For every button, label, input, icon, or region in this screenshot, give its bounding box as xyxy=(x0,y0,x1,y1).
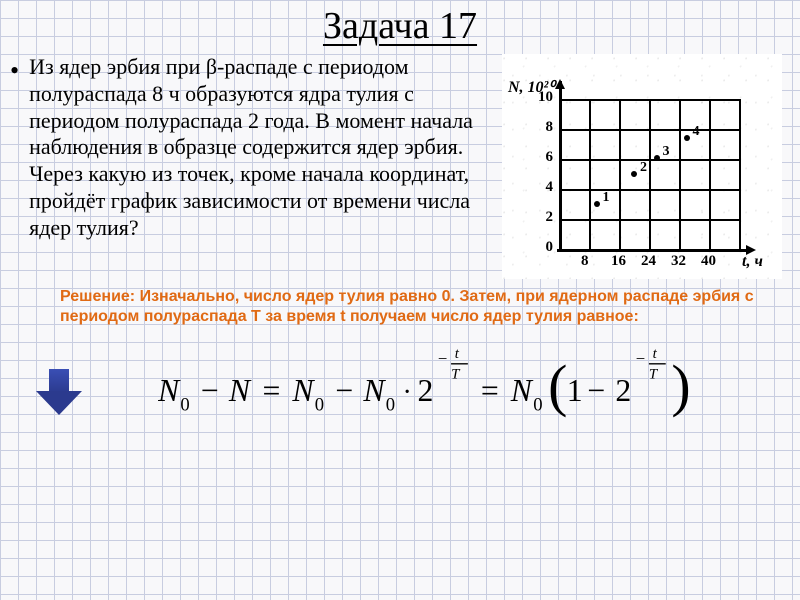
svg-text:2: 2 xyxy=(417,373,433,408)
y-tick-label: 2 xyxy=(546,209,554,226)
y-tick-label: 0 xyxy=(546,239,554,256)
svg-text:N: N xyxy=(158,373,181,408)
chart-point-label: 1 xyxy=(603,190,610,206)
svg-text:−: − xyxy=(438,349,447,368)
x-tick-label: 40 xyxy=(701,253,716,270)
chart-container: 0246810816243240N, 10²⁰t, ч1234 xyxy=(502,54,782,279)
chart-point xyxy=(684,135,690,141)
svg-text:): ) xyxy=(671,353,690,418)
x-tick-label: 16 xyxy=(611,253,626,270)
bullet-icon: • xyxy=(10,58,19,84)
grid-h xyxy=(559,189,739,191)
svg-text:0: 0 xyxy=(386,394,395,415)
grid-v xyxy=(679,99,681,249)
svg-text:−: − xyxy=(201,373,219,408)
svg-text:N: N xyxy=(362,373,386,408)
solution-text: Решение: Изначально, число ядер тулия ра… xyxy=(0,279,800,327)
svg-text:1: 1 xyxy=(567,373,583,408)
y-tick-label: 6 xyxy=(546,149,554,166)
down-arrow-icon xyxy=(36,369,82,415)
x-axis-title: t, ч xyxy=(742,253,763,271)
x-axis xyxy=(557,249,748,252)
svg-text:0: 0 xyxy=(533,394,542,415)
y-axis-arrow-icon xyxy=(555,79,565,89)
problem-text: Из ядер эрбия при β-распаде с периодом п… xyxy=(29,54,490,242)
grid-v xyxy=(709,99,711,249)
svg-text:0: 0 xyxy=(180,394,189,415)
x-tick-label: 32 xyxy=(671,253,686,270)
chart-point-label: 4 xyxy=(693,124,700,140)
formula-row: N 0 − N = N 0 − N 0 · 2 − t T = N 0 xyxy=(0,327,800,436)
svg-text:·: · xyxy=(403,377,412,408)
y-axis-title: N, 10²⁰ xyxy=(508,77,555,97)
grid-h xyxy=(559,159,739,161)
svg-text:t: t xyxy=(653,347,658,362)
grid-h xyxy=(559,219,739,221)
y-tick-label: 8 xyxy=(546,119,554,136)
chart-point xyxy=(631,171,637,177)
svg-text:t: t xyxy=(455,347,460,362)
x-tick-label: 8 xyxy=(581,253,589,270)
grid-v xyxy=(589,99,591,249)
formula: N 0 − N = N 0 − N 0 · 2 − t T = N 0 xyxy=(106,347,770,436)
svg-text:(: ( xyxy=(548,353,567,418)
grid-v xyxy=(649,99,651,249)
svg-text:=: = xyxy=(263,373,281,408)
svg-text:T: T xyxy=(451,367,461,383)
chart-point xyxy=(654,155,660,161)
svg-text:N: N xyxy=(510,373,534,408)
grid-v xyxy=(619,99,621,249)
page-title: Задача 17 xyxy=(0,0,800,48)
svg-text:N: N xyxy=(291,373,315,408)
decay-chart: 0246810816243240N, 10²⁰t, ч1234 xyxy=(502,54,782,279)
chart-point-label: 2 xyxy=(640,160,647,176)
svg-text:−: − xyxy=(335,373,353,408)
chart-point xyxy=(594,201,600,207)
grid-h xyxy=(559,129,739,131)
grid-h xyxy=(559,99,739,101)
y-axis xyxy=(559,81,562,251)
svg-text:2: 2 xyxy=(615,373,631,408)
x-tick-label: 24 xyxy=(641,253,656,270)
svg-text:N: N xyxy=(228,373,252,408)
svg-text:−: − xyxy=(636,349,645,368)
grid-v xyxy=(739,99,741,249)
svg-text:=: = xyxy=(481,373,499,408)
chart-point-label: 3 xyxy=(663,144,670,160)
y-tick-label: 4 xyxy=(546,179,554,196)
svg-text:T: T xyxy=(649,367,659,383)
problem-block: • Из ядер эрбия при β-распаде с периодом… xyxy=(10,54,490,279)
content-row: • Из ядер эрбия при β-распаде с периодом… xyxy=(0,48,800,279)
svg-text:0: 0 xyxy=(315,394,324,415)
svg-text:−: − xyxy=(587,373,605,408)
